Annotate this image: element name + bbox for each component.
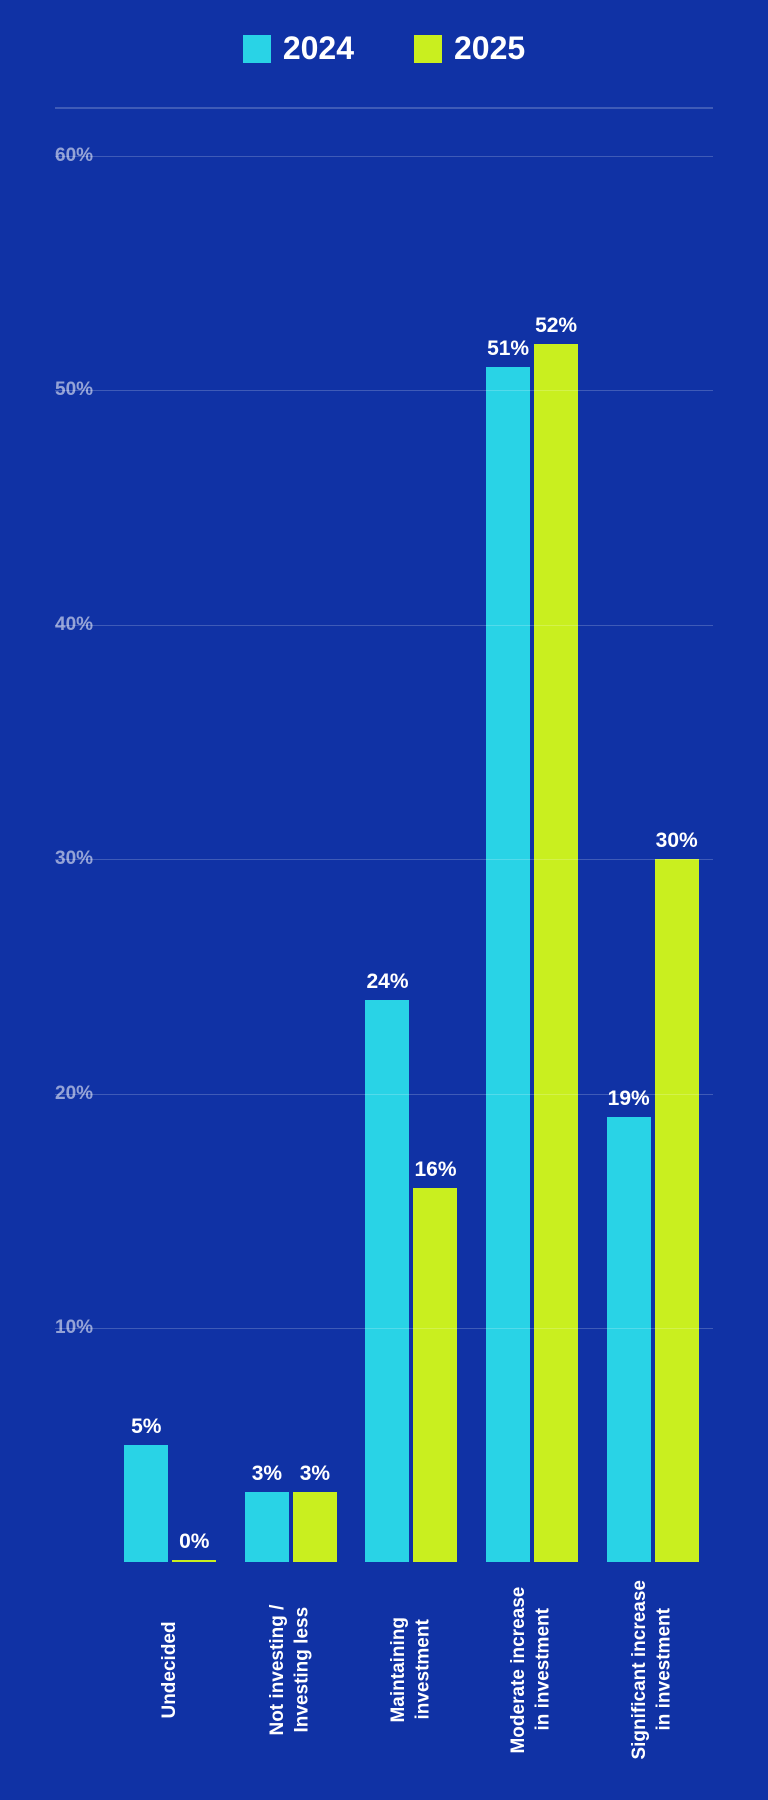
legend-swatch-2025 — [414, 35, 442, 63]
bar-group: 19% 30% — [607, 829, 699, 1562]
bar-wrapper: 5% — [124, 1415, 168, 1562]
bar — [172, 1560, 216, 1562]
bar-value-label: 51% — [487, 337, 529, 361]
y-axis-label: 60% — [55, 145, 93, 167]
legend-item-2024: 2024 — [243, 30, 354, 67]
bar-wrapper: 19% — [607, 1087, 651, 1562]
x-axis-label: Moderate increase in investment — [507, 1580, 556, 1760]
bar-value-label: 5% — [131, 1415, 161, 1439]
x-axis-label: Significant increase in investment — [628, 1580, 677, 1760]
y-axis-label: 20% — [55, 1083, 93, 1105]
gridline — [55, 156, 713, 157]
bar-value-label: 30% — [656, 829, 698, 853]
bar-wrapper: 3% — [245, 1462, 289, 1562]
bar-value-label: 19% — [608, 1087, 650, 1111]
legend-swatch-2024 — [243, 35, 271, 63]
y-axis-label: 40% — [55, 614, 93, 636]
x-label-cell: Moderate increase in investment — [485, 1580, 579, 1760]
x-label-cell: Undecided — [123, 1580, 217, 1760]
bar-wrapper: 3% — [293, 1462, 337, 1562]
gridline — [55, 1328, 713, 1329]
y-axis-label: 10% — [55, 1317, 93, 1339]
x-axis-label: Maintaining investment — [387, 1580, 436, 1760]
y-axis-label: 50% — [55, 379, 93, 401]
bar-value-label: 16% — [414, 1158, 456, 1182]
x-label-cell: Not investing / Investing less — [244, 1580, 338, 1760]
bar — [486, 367, 530, 1562]
bar-wrapper: 16% — [413, 1158, 457, 1563]
bar-group: 51%52% — [486, 314, 578, 1563]
bar-wrapper: 0% — [172, 1530, 216, 1562]
plot-wrapper: 5% 0% 3% 3% 24% 16% 51%52% 19% 30% 10% 20% 30% 40% 5… — [55, 107, 713, 1760]
x-axis-label: Not investing / Investing less — [266, 1580, 315, 1760]
bar-value-label: 0% — [179, 1530, 209, 1554]
bar-value-label: 24% — [366, 970, 408, 994]
bar — [365, 1000, 409, 1562]
bar — [245, 1492, 289, 1562]
bar — [607, 1117, 651, 1562]
bars-region: 5% 0% 3% 3% 24% 16% 51%52% 19% 30% — [110, 109, 713, 1562]
gridline — [55, 1094, 713, 1095]
bar-wrapper: 52% — [534, 314, 578, 1563]
x-label-cell: Significant increase in investment — [606, 1580, 700, 1760]
gridline — [55, 625, 713, 626]
bar — [293, 1492, 337, 1562]
bar — [413, 1188, 457, 1563]
plot-area: 5% 0% 3% 3% 24% 16% 51%52% 19% 30% 10% 20% 30% 40% 5… — [55, 107, 713, 1562]
x-axis-label: Undecided — [158, 1580, 183, 1760]
gridline — [55, 390, 713, 391]
bar-group: 5% 0% — [124, 1415, 216, 1562]
bar-wrapper: 24% — [365, 970, 409, 1562]
bar — [534, 344, 578, 1563]
chart-legend: 2024 2025 — [55, 30, 713, 67]
bar — [124, 1445, 168, 1562]
bar-group: 3% 3% — [245, 1462, 337, 1562]
y-axis-label: 30% — [55, 848, 93, 870]
bar-value-label: 52% — [535, 314, 577, 338]
bar-value-label: 3% — [300, 1462, 330, 1486]
bar-group: 24% 16% — [365, 970, 457, 1562]
legend-label-2024: 2024 — [283, 30, 354, 67]
legend-item-2025: 2025 — [414, 30, 525, 67]
legend-label-2025: 2025 — [454, 30, 525, 67]
investment-bar-chart: 2024 2025 5% 0% 3% 3% 24% 16% 51%52% 19% 30% 10%… — [0, 0, 768, 1800]
bar-value-label: 3% — [252, 1462, 282, 1486]
bar — [655, 859, 699, 1562]
bar-wrapper: 51% — [486, 337, 530, 1562]
x-label-cell: Maintaining investment — [364, 1580, 458, 1760]
gridline — [55, 859, 713, 860]
bar-wrapper: 30% — [655, 829, 699, 1562]
x-axis: Undecided Not investing / Investing less M… — [110, 1580, 713, 1760]
